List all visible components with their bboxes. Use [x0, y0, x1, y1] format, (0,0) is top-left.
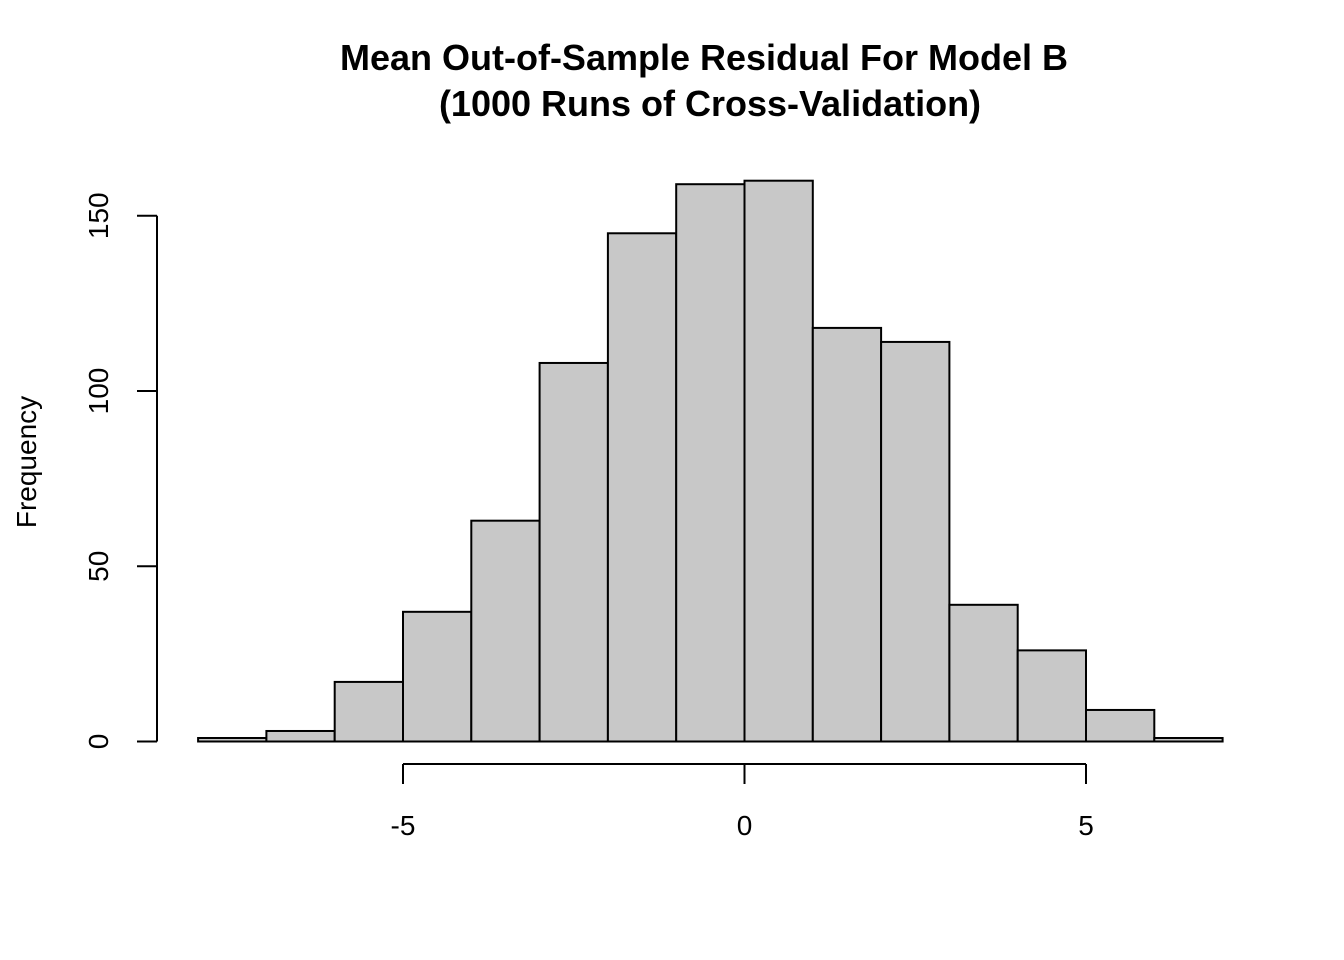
y-tick-label: 50	[83, 551, 114, 582]
histogram-bar	[675, 183, 746, 743]
histogram-bar	[1085, 708, 1156, 743]
histogram-bar	[402, 610, 473, 743]
histogram-bar	[333, 680, 405, 743]
histogram-bar	[606, 232, 678, 743]
y-axis-label: Frequency	[11, 396, 42, 528]
y-tick-label: 100	[83, 368, 114, 415]
histogram-bar	[811, 326, 883, 743]
x-axis: -5 0 5	[391, 763, 1094, 841]
x-tick-label: 0	[737, 810, 753, 841]
histogram-bar	[470, 519, 541, 743]
histogram-bar	[1153, 736, 1224, 743]
histogram-bar	[948, 603, 1019, 743]
histogram-bar	[197, 736, 268, 743]
y-axis: 0 50 100 150	[83, 192, 158, 750]
histogram-bar	[538, 361, 609, 743]
x-tick-label: -5	[391, 810, 416, 841]
chart-subtitle: (1000 Runs of Cross-Validation)	[439, 83, 981, 124]
histogram-bar	[1016, 649, 1088, 743]
chart-title: Mean Out-of-Sample Residual For Model B	[340, 37, 1068, 78]
histogram-bar	[880, 340, 951, 743]
x-tick-label: 5	[1078, 810, 1094, 841]
histogram-bar	[265, 729, 336, 743]
bars-group	[197, 179, 1224, 743]
histogram-bar	[743, 179, 814, 743]
y-tick-label: 0	[83, 734, 114, 750]
y-tick-label: 150	[83, 192, 114, 239]
